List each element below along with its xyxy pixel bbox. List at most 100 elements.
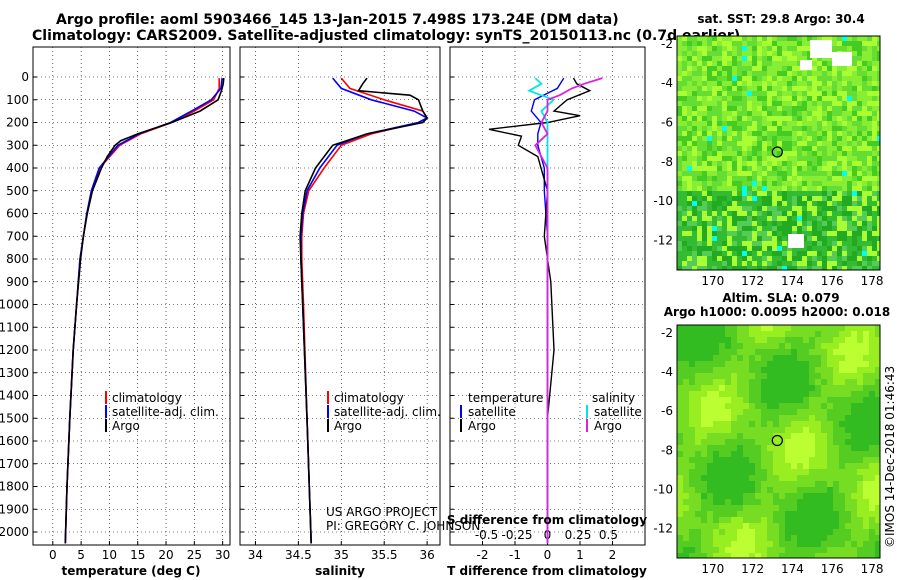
map-cell — [842, 151, 847, 156]
map-cell — [695, 499, 701, 505]
map-cell — [767, 41, 772, 46]
map-cell — [863, 517, 869, 523]
map-cell — [782, 41, 787, 46]
map-cell — [689, 337, 695, 343]
depth-tick-label: 200 — [6, 116, 29, 130]
map-cell — [767, 166, 772, 171]
map-cell — [742, 71, 747, 76]
map-cell — [732, 201, 737, 206]
map-cell — [872, 71, 877, 76]
map-cell — [875, 325, 880, 331]
map-cell — [677, 337, 683, 343]
map-cell — [707, 433, 713, 439]
map-cell — [869, 415, 875, 421]
map-cell — [732, 121, 737, 126]
map-cell — [797, 457, 803, 463]
map-cell — [862, 66, 867, 71]
map-cell — [757, 61, 762, 66]
map-cell — [689, 343, 695, 349]
map-cell — [692, 241, 697, 246]
map-cell — [761, 475, 767, 481]
map-cell — [847, 196, 852, 201]
map-cell — [839, 487, 845, 493]
map-cell — [847, 146, 852, 151]
map-cell — [857, 176, 862, 181]
map-cell — [743, 403, 749, 409]
map-cell — [707, 511, 713, 517]
map-cell — [827, 505, 833, 511]
map-cell — [712, 151, 717, 156]
map-cell — [722, 136, 727, 141]
map-cell — [772, 251, 777, 256]
map-cell — [863, 487, 869, 493]
map-cell — [815, 439, 821, 445]
map-cell — [792, 171, 797, 176]
map-cell — [863, 463, 869, 469]
map-cell — [692, 61, 697, 66]
map-cell — [809, 463, 815, 469]
map-cell — [702, 61, 707, 66]
map-cell — [677, 535, 683, 541]
x-tick-label: 5 — [77, 548, 85, 562]
map-cell — [762, 101, 767, 106]
map-cell — [732, 146, 737, 151]
map-cell — [707, 56, 712, 61]
map-cell — [837, 121, 842, 126]
map-cell — [687, 246, 692, 251]
map-cell — [839, 379, 845, 385]
map-cell — [707, 373, 713, 379]
map-cell — [821, 415, 827, 421]
map-cell — [807, 136, 812, 141]
map-cell — [717, 261, 722, 266]
map-cell — [755, 385, 761, 391]
map-cell — [697, 126, 702, 131]
map-cell — [707, 487, 713, 493]
map-cell — [797, 499, 803, 505]
map-cell — [722, 81, 727, 86]
map-cell — [707, 246, 712, 251]
map-cell — [731, 355, 737, 361]
map-cell — [697, 66, 702, 71]
map-cell — [857, 337, 863, 343]
map-cell — [702, 226, 707, 231]
map-cell — [747, 246, 752, 251]
map-cell — [755, 511, 761, 517]
map-cell — [877, 256, 880, 261]
map-no-data-patch — [800, 60, 812, 70]
map-cell — [762, 201, 767, 206]
map-cell — [787, 81, 792, 86]
map-cell — [743, 535, 749, 541]
map-cell — [749, 427, 755, 433]
map-cell — [875, 391, 880, 397]
map-cell — [857, 36, 862, 41]
map-cell — [677, 457, 683, 463]
map-cell — [785, 445, 791, 451]
map-cell — [857, 71, 862, 76]
map-cell — [847, 121, 852, 126]
salinity-line-2 — [299, 77, 429, 544]
map-cell — [692, 86, 697, 91]
map-cell — [822, 131, 827, 136]
map-cell — [837, 256, 842, 261]
map-cell — [797, 186, 802, 191]
map-cell — [747, 136, 752, 141]
map-cell — [677, 517, 683, 523]
map-cell — [817, 86, 822, 91]
map-cell — [712, 131, 717, 136]
map-cell — [867, 46, 872, 51]
map-cell — [839, 451, 845, 457]
map-cell — [767, 355, 773, 361]
map-cell — [742, 116, 747, 121]
map-cell — [845, 355, 851, 361]
map-cell — [821, 511, 827, 517]
map-cell — [797, 36, 802, 41]
map-cell — [857, 111, 862, 116]
map-cell — [737, 379, 743, 385]
map-cell — [712, 101, 717, 106]
map-cell — [839, 517, 845, 523]
map-cell — [872, 151, 877, 156]
map-cell — [757, 151, 762, 156]
map-cell — [732, 81, 737, 86]
map-cell — [752, 171, 757, 176]
map-cell — [695, 487, 701, 493]
